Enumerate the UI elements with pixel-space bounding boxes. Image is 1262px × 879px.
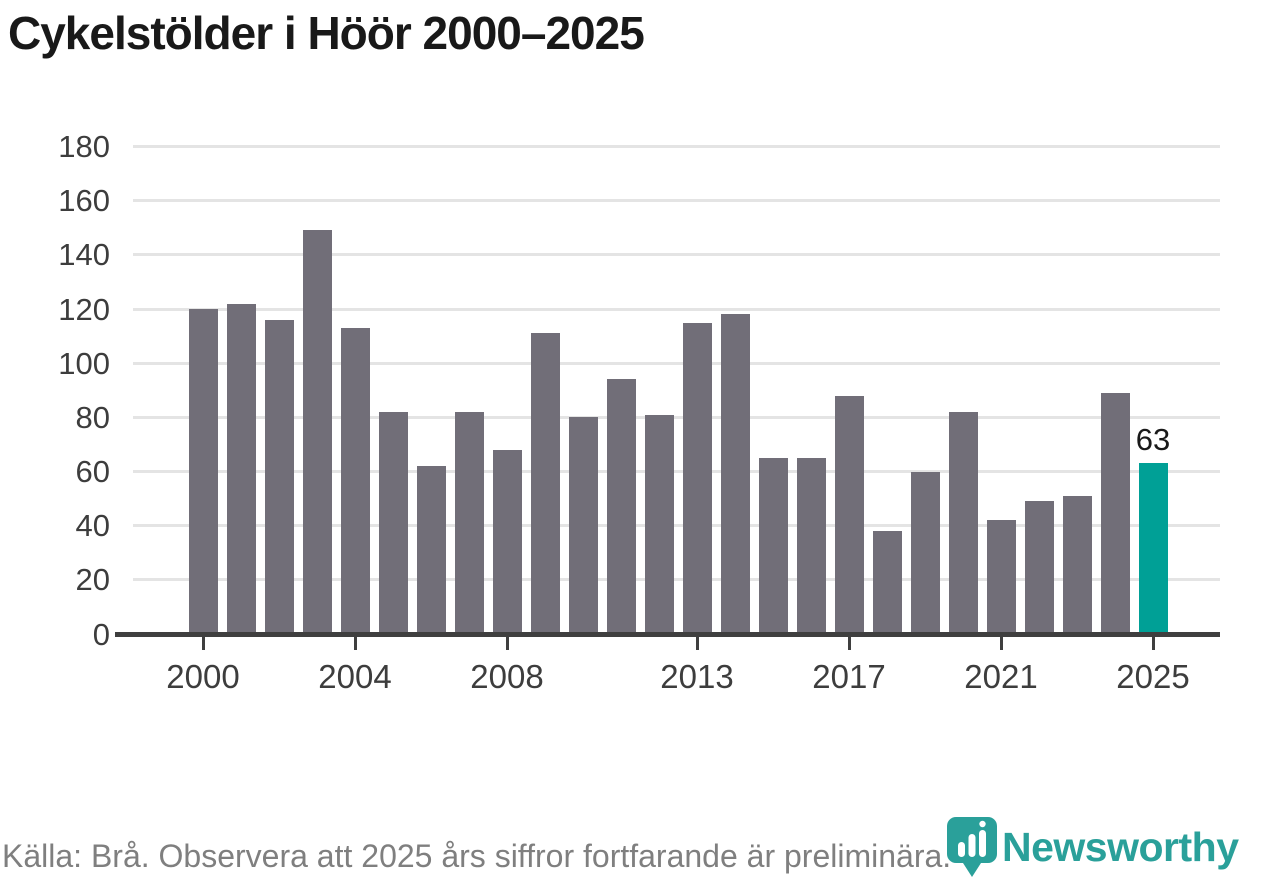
y-axis-label-140: 140 <box>58 237 110 273</box>
bar-2006 <box>416 466 446 634</box>
gridline-100 <box>133 361 1220 365</box>
bar-2019 <box>910 471 940 634</box>
newsworthy-pin-icon <box>947 817 997 877</box>
bar-2022 <box>1024 501 1054 634</box>
x-tick-2021 <box>999 636 1003 650</box>
bar-2013 <box>682 322 712 634</box>
gridline-160 <box>133 199 1220 203</box>
gridline-60 <box>133 470 1220 473</box>
y-axis-label-160: 160 <box>58 183 110 219</box>
bar-value-label-2025: 63 <box>1135 422 1171 458</box>
bar-2007 <box>454 411 484 634</box>
bar-2010 <box>568 417 598 634</box>
y-axis-label-100: 100 <box>58 345 110 381</box>
x-axis-label-2000: 2000 <box>166 658 240 695</box>
source-note: Källa: Brå. Observera att 2025 års siffr… <box>2 838 952 874</box>
gridline-140 <box>133 253 1220 257</box>
bar-2005 <box>378 411 408 634</box>
gridline-180 <box>133 145 1220 148</box>
bar-2011 <box>606 379 636 634</box>
gridline-80 <box>133 415 1220 419</box>
bar-2015 <box>758 457 788 634</box>
footer: Källa: Brå. Observera att 2025 års siffr… <box>0 817 1262 879</box>
gridline-120 <box>133 307 1220 311</box>
bar-2024 <box>1100 392 1130 634</box>
y-axis-label-20: 20 <box>75 562 110 598</box>
x-axis-label-2013: 2013 <box>660 658 734 695</box>
bar-2003 <box>302 230 332 634</box>
gridline-40 <box>133 524 1220 528</box>
bar-2002 <box>264 319 294 634</box>
x-axis-label-2004: 2004 <box>318 658 392 695</box>
chart-title: Cykelstölder i Höör 2000–2025 <box>8 7 645 59</box>
bar-2008 <box>492 449 522 634</box>
x-tick-2017 <box>847 636 851 650</box>
x-axis-line <box>115 631 1220 637</box>
bar-2021 <box>986 520 1016 634</box>
x-tick-2000 <box>201 636 205 650</box>
bar-2009 <box>530 333 560 634</box>
newsworthy-logo: Newsworthy <box>946 816 1262 879</box>
x-tick-2013 <box>695 636 699 650</box>
y-axis-label-60: 60 <box>75 454 110 489</box>
bar-2023 <box>1062 495 1092 634</box>
y-axis-label-120: 120 <box>58 291 110 327</box>
bar-2014 <box>720 314 750 634</box>
y-axis-label-0: 0 <box>92 616 110 652</box>
x-tick-2008 <box>505 636 509 650</box>
bar-2012 <box>644 414 674 634</box>
bar-2020 <box>948 411 978 634</box>
bar-2018 <box>872 531 902 634</box>
bar-2025 <box>1138 463 1168 634</box>
x-axis-label-2008: 2008 <box>470 658 544 695</box>
gridline-20 <box>133 578 1220 582</box>
x-axis-label-2021: 2021 <box>964 658 1038 695</box>
x-axis-label-2025: 2025 <box>1116 658 1190 695</box>
bar-2001 <box>226 303 256 634</box>
x-tick-2004 <box>353 636 357 650</box>
bar-2000 <box>188 309 218 634</box>
bar-2016 <box>796 457 826 634</box>
x-axis-label-2017: 2017 <box>812 658 886 695</box>
x-tick-2025 <box>1151 636 1155 650</box>
bar-2004 <box>340 327 370 634</box>
bar-2017 <box>834 395 864 634</box>
newsworthy-logo-text: Newsworthy <box>1002 824 1239 870</box>
y-axis-label-80: 80 <box>75 399 110 435</box>
y-axis-label-180: 180 <box>58 129 110 164</box>
y-axis-label-40: 40 <box>75 508 110 544</box>
